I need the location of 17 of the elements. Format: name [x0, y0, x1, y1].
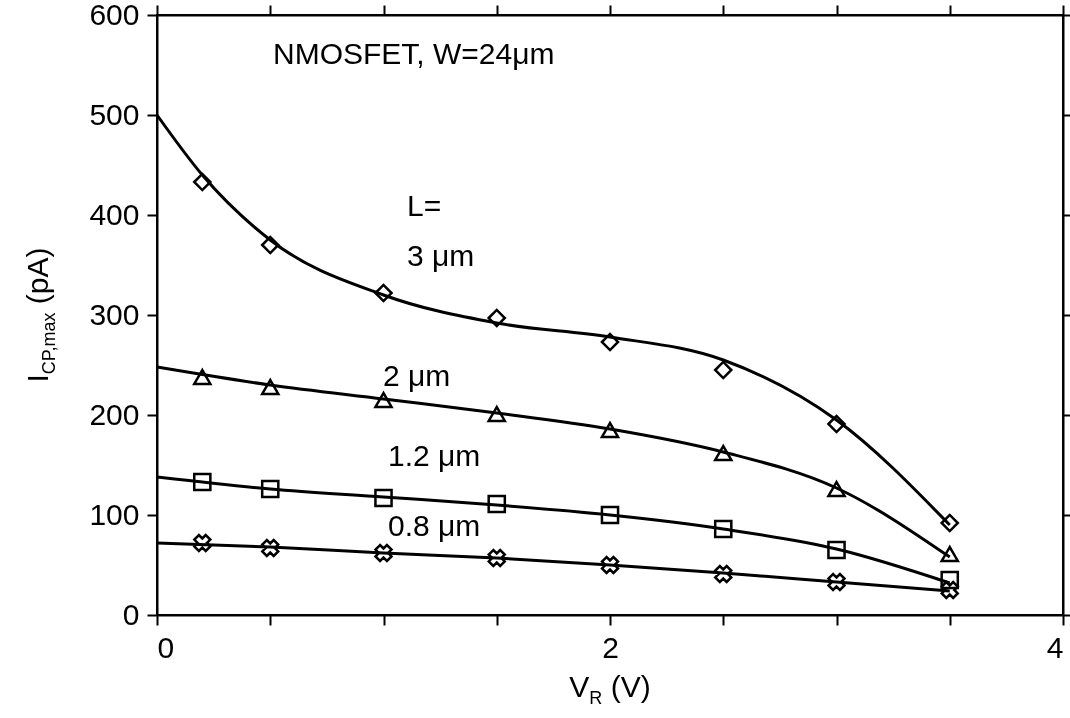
y-tick-label: 400 [89, 197, 140, 231]
x-axis-title: V$_{R}$ (V) [568, 670, 652, 709]
y-tick-label: 200 [89, 397, 140, 431]
annotation: NMOSFET, W=24μm [273, 37, 555, 70]
annotation: 1.2 μm [388, 439, 481, 472]
y-tick-label: 300 [89, 297, 140, 331]
y-tick-label: 100 [89, 497, 140, 531]
annotation: L= [407, 189, 442, 222]
annotation: 2 μm [383, 359, 451, 392]
x-tick-label: 0 [157, 630, 175, 664]
annotation: 3 μm [407, 239, 475, 272]
x-tick-label: 4 [1046, 630, 1064, 664]
x-tick-label: 2 [602, 630, 619, 664]
annotation: 0.8 μm [388, 509, 481, 542]
y-tick-label: 600 [89, 0, 140, 31]
y-tick-label: 500 [89, 97, 140, 131]
y-tick-label: 0 [122, 597, 140, 631]
